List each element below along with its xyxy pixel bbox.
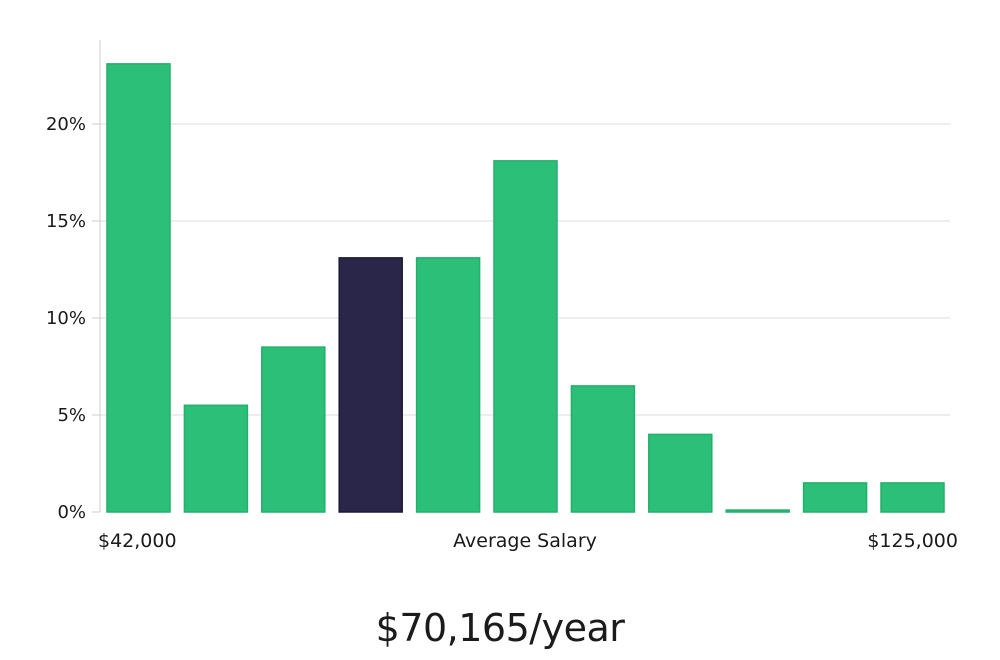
bar xyxy=(570,385,636,513)
bar xyxy=(415,257,481,513)
bar-highlight xyxy=(338,257,403,513)
bar xyxy=(802,482,868,513)
salary-histogram: 0% 5% 10% 15% 20% $42,000 Average Salary $12… xyxy=(46,40,958,552)
bars xyxy=(106,63,945,513)
bar xyxy=(725,509,790,513)
bar xyxy=(880,482,945,513)
y-tick-label: 5% xyxy=(57,405,86,426)
x-max-label: $125,000 xyxy=(867,530,958,552)
y-tick-label: 0% xyxy=(57,502,86,523)
y-tick-label: 15% xyxy=(46,211,86,232)
x-min-label: $42,000 xyxy=(98,530,177,552)
bar xyxy=(648,433,713,513)
bar xyxy=(261,346,326,513)
bar xyxy=(106,63,171,513)
x-axis-title: Average Salary xyxy=(453,530,597,552)
y-axis-ticks: 0% 5% 10% 15% 20% xyxy=(46,114,100,523)
bar xyxy=(493,160,558,513)
y-tick-label: 20% xyxy=(46,114,86,135)
y-tick-label: 10% xyxy=(46,308,86,329)
average-salary-value: $70,165/year xyxy=(375,606,625,650)
bar xyxy=(183,404,249,513)
